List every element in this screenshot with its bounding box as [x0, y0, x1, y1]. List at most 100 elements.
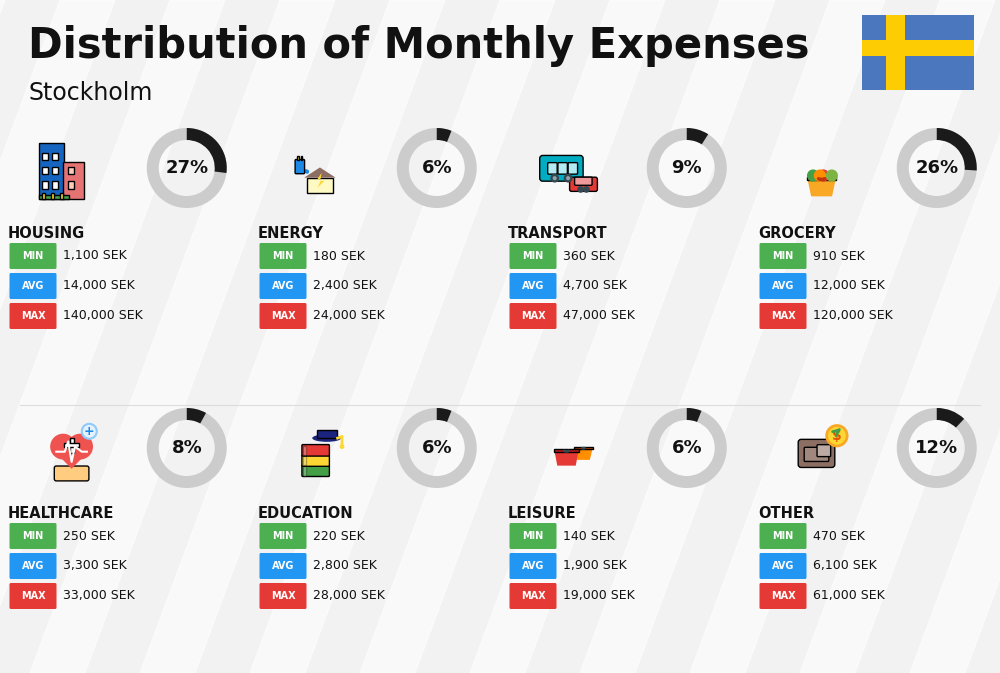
Text: 2,800 SEK: 2,800 SEK: [313, 559, 377, 573]
Circle shape: [82, 424, 97, 439]
FancyBboxPatch shape: [575, 177, 592, 185]
FancyBboxPatch shape: [760, 583, 807, 609]
FancyBboxPatch shape: [42, 153, 48, 160]
FancyBboxPatch shape: [260, 303, 306, 329]
FancyBboxPatch shape: [862, 40, 974, 57]
Text: MAX: MAX: [21, 311, 45, 321]
Text: 12%: 12%: [915, 439, 958, 457]
Text: MIN: MIN: [272, 531, 294, 541]
FancyBboxPatch shape: [510, 243, 556, 269]
Text: MAX: MAX: [771, 311, 795, 321]
FancyBboxPatch shape: [510, 523, 556, 549]
FancyBboxPatch shape: [42, 192, 45, 199]
Text: 6%: 6%: [421, 439, 452, 457]
FancyBboxPatch shape: [510, 273, 556, 299]
FancyBboxPatch shape: [510, 553, 556, 579]
FancyBboxPatch shape: [42, 167, 48, 174]
Text: 61,000 SEK: 61,000 SEK: [813, 590, 885, 602]
FancyBboxPatch shape: [52, 167, 58, 174]
FancyBboxPatch shape: [760, 523, 807, 549]
Circle shape: [807, 170, 819, 182]
FancyBboxPatch shape: [798, 439, 835, 468]
Text: Distribution of Monthly Expenses: Distribution of Monthly Expenses: [28, 25, 810, 67]
Text: AVG: AVG: [272, 281, 294, 291]
Wedge shape: [187, 408, 206, 423]
FancyBboxPatch shape: [760, 553, 807, 579]
Text: GROCERY: GROCERY: [758, 226, 836, 241]
FancyBboxPatch shape: [63, 162, 84, 199]
FancyBboxPatch shape: [70, 438, 74, 453]
FancyBboxPatch shape: [260, 523, 306, 549]
Text: 1,100 SEK: 1,100 SEK: [63, 250, 127, 262]
FancyBboxPatch shape: [52, 153, 58, 160]
Wedge shape: [397, 408, 477, 488]
FancyBboxPatch shape: [558, 163, 567, 174]
Text: 140 SEK: 140 SEK: [563, 530, 615, 542]
FancyBboxPatch shape: [68, 181, 74, 188]
Text: MIN: MIN: [772, 531, 794, 541]
Text: OTHER: OTHER: [758, 506, 814, 521]
FancyBboxPatch shape: [10, 303, 56, 329]
FancyBboxPatch shape: [302, 465, 329, 476]
Text: 28,000 SEK: 28,000 SEK: [313, 590, 385, 602]
FancyBboxPatch shape: [862, 15, 974, 90]
Text: 3,300 SEK: 3,300 SEK: [63, 559, 127, 573]
Text: MIN: MIN: [272, 251, 294, 261]
Wedge shape: [937, 128, 977, 170]
Wedge shape: [647, 408, 727, 488]
FancyBboxPatch shape: [548, 163, 557, 174]
Wedge shape: [397, 128, 477, 208]
FancyBboxPatch shape: [570, 177, 597, 191]
Wedge shape: [647, 128, 727, 208]
Text: 33,000 SEK: 33,000 SEK: [63, 590, 135, 602]
FancyBboxPatch shape: [540, 155, 583, 181]
FancyBboxPatch shape: [10, 243, 56, 269]
FancyBboxPatch shape: [317, 429, 337, 438]
FancyBboxPatch shape: [568, 163, 578, 174]
Text: 140,000 SEK: 140,000 SEK: [63, 310, 143, 322]
FancyBboxPatch shape: [39, 194, 69, 199]
Text: AVG: AVG: [772, 561, 794, 571]
Wedge shape: [897, 128, 977, 208]
FancyBboxPatch shape: [68, 167, 74, 174]
Text: 470 SEK: 470 SEK: [813, 530, 865, 542]
Text: 6%: 6%: [421, 159, 452, 177]
FancyBboxPatch shape: [510, 583, 556, 609]
Text: HEALTHCARE: HEALTHCARE: [8, 506, 114, 521]
Wedge shape: [937, 408, 964, 427]
FancyBboxPatch shape: [303, 466, 306, 476]
Text: MIN: MIN: [22, 251, 44, 261]
Text: 8%: 8%: [171, 439, 202, 457]
Text: 27%: 27%: [165, 159, 208, 177]
Text: AVG: AVG: [22, 561, 44, 571]
Text: MIN: MIN: [522, 531, 544, 541]
Circle shape: [814, 170, 826, 182]
Text: MAX: MAX: [771, 591, 795, 601]
Wedge shape: [147, 408, 227, 488]
FancyBboxPatch shape: [51, 192, 54, 199]
Circle shape: [553, 176, 557, 180]
Text: AVG: AVG: [22, 281, 44, 291]
Text: MAX: MAX: [21, 591, 45, 601]
Text: 14,000 SEK: 14,000 SEK: [63, 279, 135, 293]
Polygon shape: [304, 168, 336, 178]
FancyBboxPatch shape: [295, 160, 305, 174]
Wedge shape: [687, 128, 708, 145]
Polygon shape: [554, 450, 579, 466]
Wedge shape: [687, 408, 701, 422]
FancyBboxPatch shape: [64, 444, 79, 448]
Text: 2,400 SEK: 2,400 SEK: [313, 279, 377, 293]
FancyBboxPatch shape: [804, 448, 829, 462]
Text: 6%: 6%: [671, 439, 702, 457]
Text: MIN: MIN: [522, 251, 544, 261]
Text: 12,000 SEK: 12,000 SEK: [813, 279, 885, 293]
Text: LEISURE: LEISURE: [508, 506, 577, 521]
Wedge shape: [437, 128, 451, 142]
FancyBboxPatch shape: [39, 143, 64, 199]
Circle shape: [550, 174, 559, 182]
FancyBboxPatch shape: [297, 155, 299, 160]
Text: AVG: AVG: [772, 281, 794, 291]
FancyBboxPatch shape: [760, 243, 807, 269]
Text: MAX: MAX: [521, 591, 545, 601]
FancyBboxPatch shape: [307, 178, 333, 193]
